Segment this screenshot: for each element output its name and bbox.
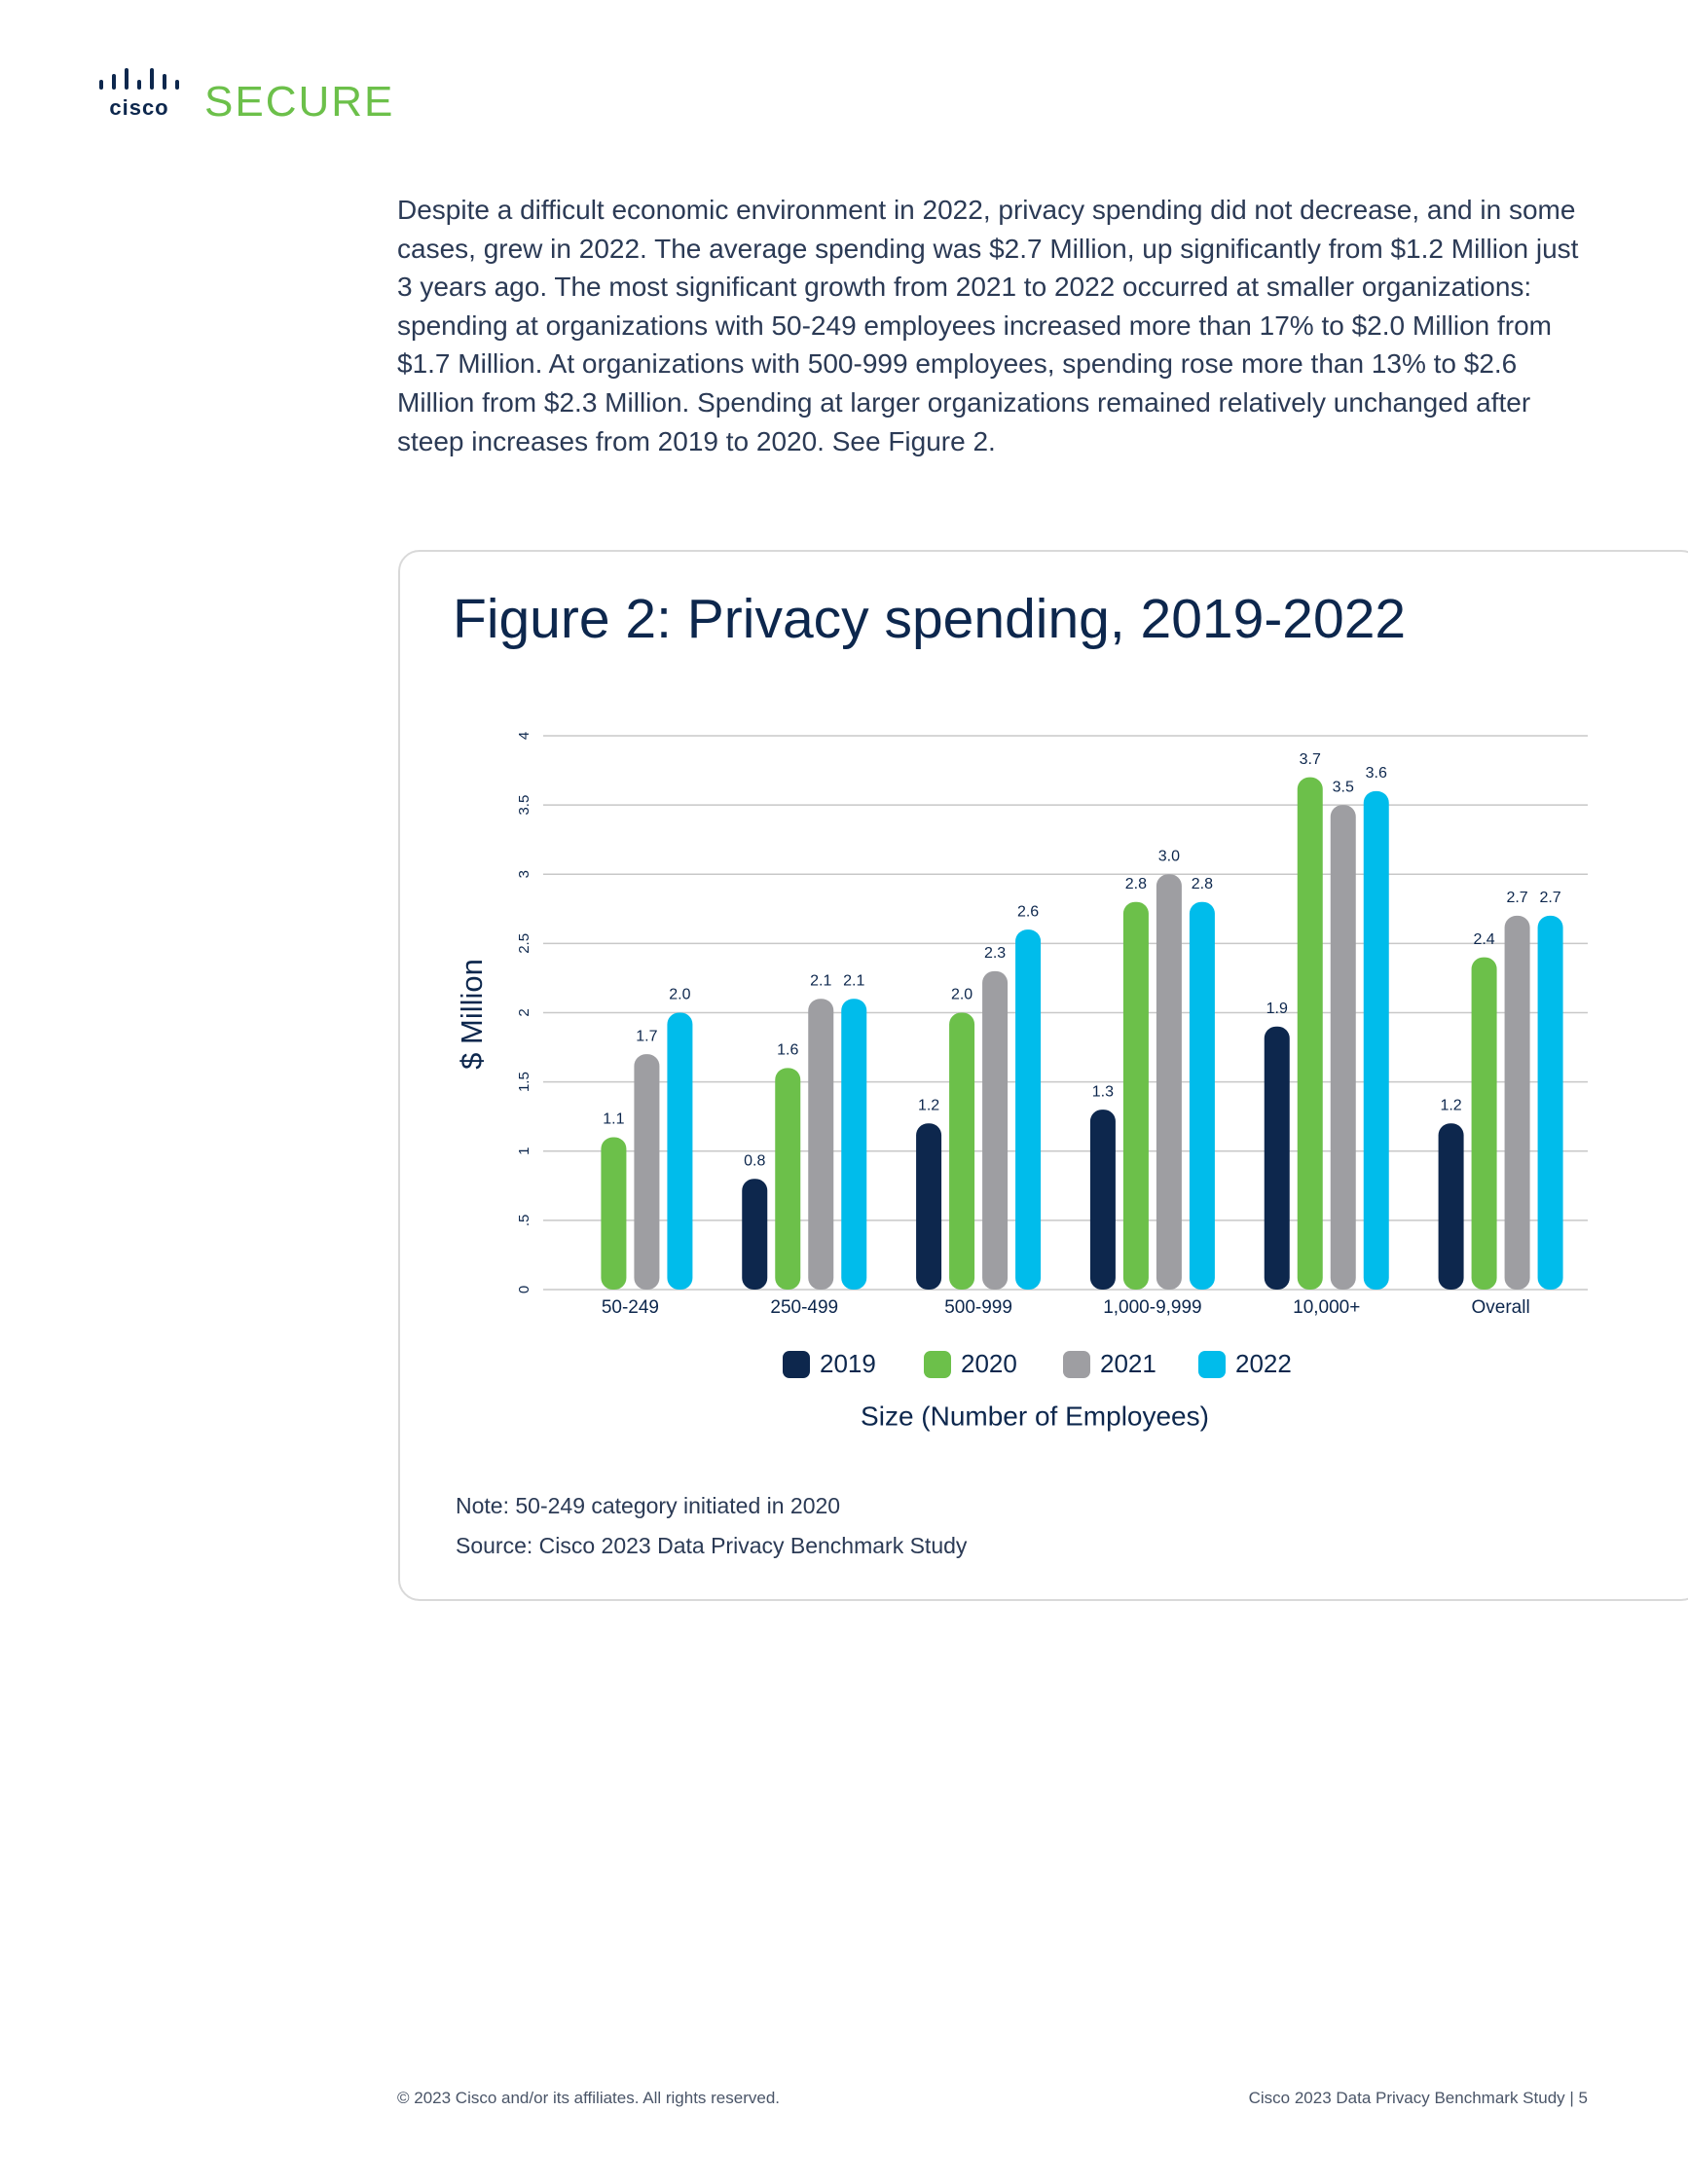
bar bbox=[1471, 957, 1497, 1290]
y-tick-label: 3 bbox=[516, 870, 532, 878]
legend-swatch bbox=[1198, 1351, 1226, 1378]
y-tick-label: 0 bbox=[516, 1286, 532, 1293]
value-label: 1.9 bbox=[1266, 1001, 1288, 1017]
bar bbox=[1297, 777, 1323, 1290]
body-paragraph: Despite a difficult economic environment… bbox=[397, 195, 1579, 456]
bar bbox=[1363, 790, 1389, 1290]
legend-label: 2022 bbox=[1235, 1349, 1292, 1378]
value-label: 3.5 bbox=[1333, 779, 1354, 795]
value-label: 2.1 bbox=[810, 972, 831, 989]
x-tick-label: 1,000-9,999 bbox=[1103, 1297, 1201, 1318]
value-label: 1.6 bbox=[777, 1042, 798, 1059]
x-axis-title: Size (Number of Employees) bbox=[861, 1401, 1209, 1431]
x-tick-label: 500-999 bbox=[944, 1297, 1012, 1318]
chart-title: Figure 2: Privacy spending, 2019-2022 bbox=[453, 588, 1406, 650]
value-label: 3.0 bbox=[1158, 848, 1180, 864]
bar bbox=[1189, 901, 1215, 1290]
bar bbox=[601, 1137, 627, 1290]
bar bbox=[1504, 915, 1530, 1290]
y-axis-title: $ Million bbox=[455, 959, 489, 1070]
x-tick-label: Overall bbox=[1471, 1297, 1529, 1318]
bar bbox=[1537, 915, 1563, 1290]
bar bbox=[775, 1068, 801, 1290]
legend-label: 2019 bbox=[820, 1349, 876, 1378]
source: Source: Cisco 2023 Data Privacy Benchmar… bbox=[456, 1533, 968, 1558]
y-tick-label: 2.5 bbox=[516, 933, 532, 954]
value-label: 1.7 bbox=[636, 1028, 657, 1044]
note: Note: 50-249 category initiated in 2020 bbox=[456, 1493, 841, 1518]
bar bbox=[916, 1123, 942, 1290]
bar bbox=[982, 970, 1009, 1290]
bar bbox=[808, 999, 834, 1290]
x-tick-label: 50-249 bbox=[602, 1297, 659, 1318]
value-label: 2.4 bbox=[1473, 931, 1494, 948]
value-label: 3.6 bbox=[1366, 765, 1387, 782]
footer-study: Cisco 2023 Data Privacy Benchmark Study bbox=[1248, 2089, 1565, 2107]
bar bbox=[1264, 1026, 1290, 1290]
y-tick-label: 1.5 bbox=[516, 1072, 532, 1092]
bar bbox=[667, 1012, 693, 1290]
x-tick-label: 10,000+ bbox=[1293, 1297, 1360, 1318]
value-label: 1.1 bbox=[603, 1111, 624, 1128]
x-tick-label: 250-499 bbox=[770, 1297, 838, 1318]
logo-product: SECURE bbox=[204, 78, 395, 126]
bar bbox=[742, 1179, 768, 1290]
value-label: 2.6 bbox=[1017, 903, 1039, 920]
bar bbox=[1330, 805, 1356, 1290]
value-label: 3.7 bbox=[1300, 751, 1321, 768]
bar bbox=[949, 1012, 975, 1290]
value-label: 2.0 bbox=[669, 987, 690, 1003]
value-label: 1.2 bbox=[918, 1098, 939, 1114]
value-label: 0.8 bbox=[744, 1152, 765, 1169]
legend-label: 2020 bbox=[961, 1349, 1017, 1378]
y-tick-label: 3.5 bbox=[516, 795, 532, 816]
value-label: 2.0 bbox=[951, 987, 972, 1003]
footer-right: Cisco 2023 Data Privacy Benchmark Study … bbox=[1248, 2089, 1588, 2107]
y-tick-label: 1 bbox=[516, 1147, 532, 1155]
legend-swatch bbox=[783, 1351, 810, 1378]
bar bbox=[1089, 1110, 1116, 1290]
logo-mark: cisco bbox=[99, 68, 179, 120]
value-label: 2.8 bbox=[1125, 876, 1147, 892]
figure-card bbox=[398, 550, 1688, 1601]
bar bbox=[634, 1054, 660, 1290]
chart: Figure 2: Privacy spending, 2019-2022 $ … bbox=[453, 588, 1588, 1431]
legend-swatch bbox=[924, 1351, 951, 1378]
logo-brand: cisco bbox=[109, 95, 168, 120]
bar bbox=[841, 999, 867, 1290]
footer-page: 5 bbox=[1578, 2089, 1588, 2107]
bar bbox=[1015, 929, 1042, 1290]
legend-label: 2021 bbox=[1100, 1349, 1156, 1378]
bar bbox=[1122, 901, 1149, 1290]
value-label: 2.7 bbox=[1539, 890, 1560, 906]
value-label: 2.8 bbox=[1192, 876, 1213, 892]
bar bbox=[1438, 1123, 1464, 1290]
value-label: 2.1 bbox=[843, 972, 864, 989]
bar bbox=[1156, 874, 1182, 1290]
y-tick-label: 4 bbox=[516, 732, 532, 740]
value-label: 1.2 bbox=[1440, 1098, 1461, 1114]
footer-copyright: © 2023 Cisco and/or its affiliates. All … bbox=[397, 2089, 781, 2107]
value-label: 2.7 bbox=[1506, 890, 1527, 906]
legend-swatch bbox=[1063, 1351, 1090, 1378]
y-tick-label: 2 bbox=[516, 1008, 532, 1016]
value-label: 1.3 bbox=[1092, 1083, 1114, 1100]
value-label: 2.3 bbox=[984, 945, 1006, 962]
y-tick-label: .5 bbox=[516, 1215, 532, 1227]
